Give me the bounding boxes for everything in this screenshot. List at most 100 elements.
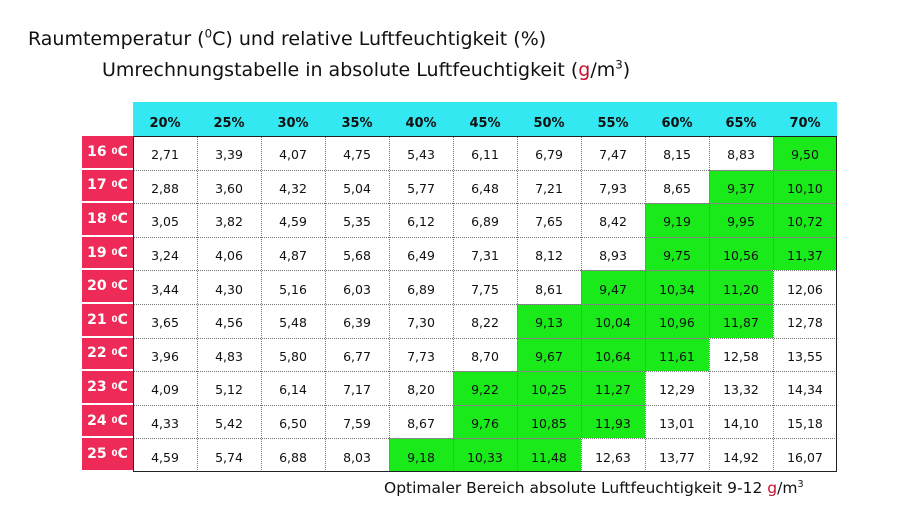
table-cell: 8,61 (535, 281, 563, 297)
table-cell: 6,03 (343, 281, 371, 297)
row-temp-unit: C (117, 244, 128, 261)
table-cell: 8,22 (471, 315, 499, 331)
row-temp-value: 23 (87, 378, 107, 395)
table-cell: 2,71 (151, 147, 179, 163)
table-cell: 8,65 (663, 180, 691, 196)
table-cell: 7,21 (535, 180, 563, 196)
table-cell: 7,65 (535, 214, 563, 230)
table-cell-optimal: 10,04 (581, 304, 645, 338)
table-cell: 13,77 (659, 449, 695, 465)
table-cell: 5,48 (279, 315, 307, 331)
table-cell: 4,59 (279, 214, 307, 230)
chart-subtitle: Umrechnungstabelle in absolute Luftfeuch… (102, 59, 630, 81)
table-cell: 6,79 (535, 147, 563, 163)
table-cell: 4,83 (215, 348, 243, 364)
table-cell: 14,92 (723, 449, 759, 465)
table-cell: 4,59 (151, 449, 179, 465)
table-cell-optimal: 9,37 (709, 169, 773, 204)
table-cell-optimal: 10,72 (773, 203, 837, 237)
table-cell: 4,32 (279, 180, 307, 196)
table-cell-optimal: 9,75 (645, 236, 709, 271)
column-header: 40% (389, 102, 453, 136)
column-header: 30% (261, 102, 325, 136)
table-cell: 6,89 (407, 281, 435, 297)
table-cell: 4,75 (343, 147, 371, 163)
title-line2-unit: /m (590, 59, 616, 81)
table-cell: 8,20 (407, 382, 435, 398)
table-cell: 8,15 (663, 147, 691, 163)
grid-line-horizontal (133, 169, 837, 171)
column-header: 55% (581, 102, 645, 136)
table-cell: 8,70 (471, 348, 499, 364)
table-cell: 12,63 (595, 449, 631, 465)
grid-line-horizontal (133, 203, 837, 205)
row-temp-value: 24 (87, 412, 107, 429)
table-cell: 6,39 (343, 315, 371, 331)
row-temp-value: 19 (87, 244, 107, 261)
table-cell: 7,73 (407, 348, 435, 364)
table-cell-optimal: 10,33 (453, 438, 517, 472)
table-cell-optimal: 9,76 (453, 404, 517, 439)
table-cell: 7,93 (599, 180, 627, 196)
table-cell: 3,05 (151, 214, 179, 230)
table-cell: 4,07 (279, 147, 307, 163)
table-cell-optimal: 9,19 (645, 203, 709, 237)
row-temp-value: 16 (87, 143, 107, 160)
table-cell: 6,88 (279, 449, 307, 465)
table-cell: 5,16 (279, 281, 307, 297)
row-temp-unit: C (117, 210, 128, 227)
table-cell: 4,33 (151, 416, 179, 432)
grid-line-horizontal (133, 337, 837, 339)
table-cell-optimal: 10,96 (645, 304, 709, 338)
footer-prefix: Optimaler Bereich absolute Luftfeuchtigk… (384, 479, 768, 497)
table-cell: 4,06 (215, 248, 243, 264)
row-temp-unit: C (117, 278, 128, 295)
row-temp-value: 20 (87, 278, 107, 295)
row-temp-unit: C (117, 177, 128, 194)
table-cell: 6,49 (407, 248, 435, 264)
title-line2-prefix: Umrechnungstabelle in absolute Luftfeuch… (102, 59, 579, 81)
grid-line-horizontal (133, 270, 837, 272)
table-cell: 7,75 (471, 281, 499, 297)
table-cell: 5,80 (279, 348, 307, 364)
table-cell: 8,03 (343, 449, 371, 465)
column-header: 20% (133, 102, 197, 136)
footer-g: g (767, 479, 778, 497)
table-cell: 6,77 (343, 348, 371, 364)
table-cell: 2,88 (151, 180, 179, 196)
table-cell: 6,14 (279, 382, 307, 398)
table-cell: 6,89 (471, 214, 499, 230)
table-cell: 12,58 (723, 348, 759, 364)
table-cell-optimal: 10,56 (709, 236, 773, 271)
table-cell-optimal: 9,13 (517, 304, 581, 338)
table-cell: 7,59 (343, 416, 371, 432)
table-cell-optimal: 10,85 (517, 404, 581, 439)
table-cell: 14,10 (723, 416, 759, 432)
column-header: 45% (453, 102, 517, 136)
row-temp-unit: C (117, 412, 128, 429)
table-cell: 5,12 (215, 382, 243, 398)
table-cell: 6,48 (471, 180, 499, 196)
column-header: 35% (325, 102, 389, 136)
table-cell-optimal: 11,48 (517, 438, 581, 472)
table-cell-optimal: 9,67 (517, 337, 581, 372)
footer-sup: 3 (797, 478, 804, 490)
table-cell: 12,06 (787, 281, 823, 297)
grid-line-horizontal (133, 371, 837, 373)
grid-line-horizontal (133, 438, 837, 440)
table-cell: 4,30 (215, 281, 243, 297)
title-line2-g: g (578, 59, 591, 81)
row-temp-unit: C (117, 143, 128, 160)
table-cell: 8,42 (599, 214, 627, 230)
table-cell: 3,82 (215, 214, 243, 230)
table-cell: 13,55 (787, 348, 823, 364)
table-cell: 5,42 (215, 416, 243, 432)
table-cell-optimal: 9,22 (453, 371, 517, 405)
table-cell: 6,11 (471, 147, 499, 163)
table-cell: 8,67 (407, 416, 435, 432)
table-cell: 6,50 (279, 416, 307, 432)
